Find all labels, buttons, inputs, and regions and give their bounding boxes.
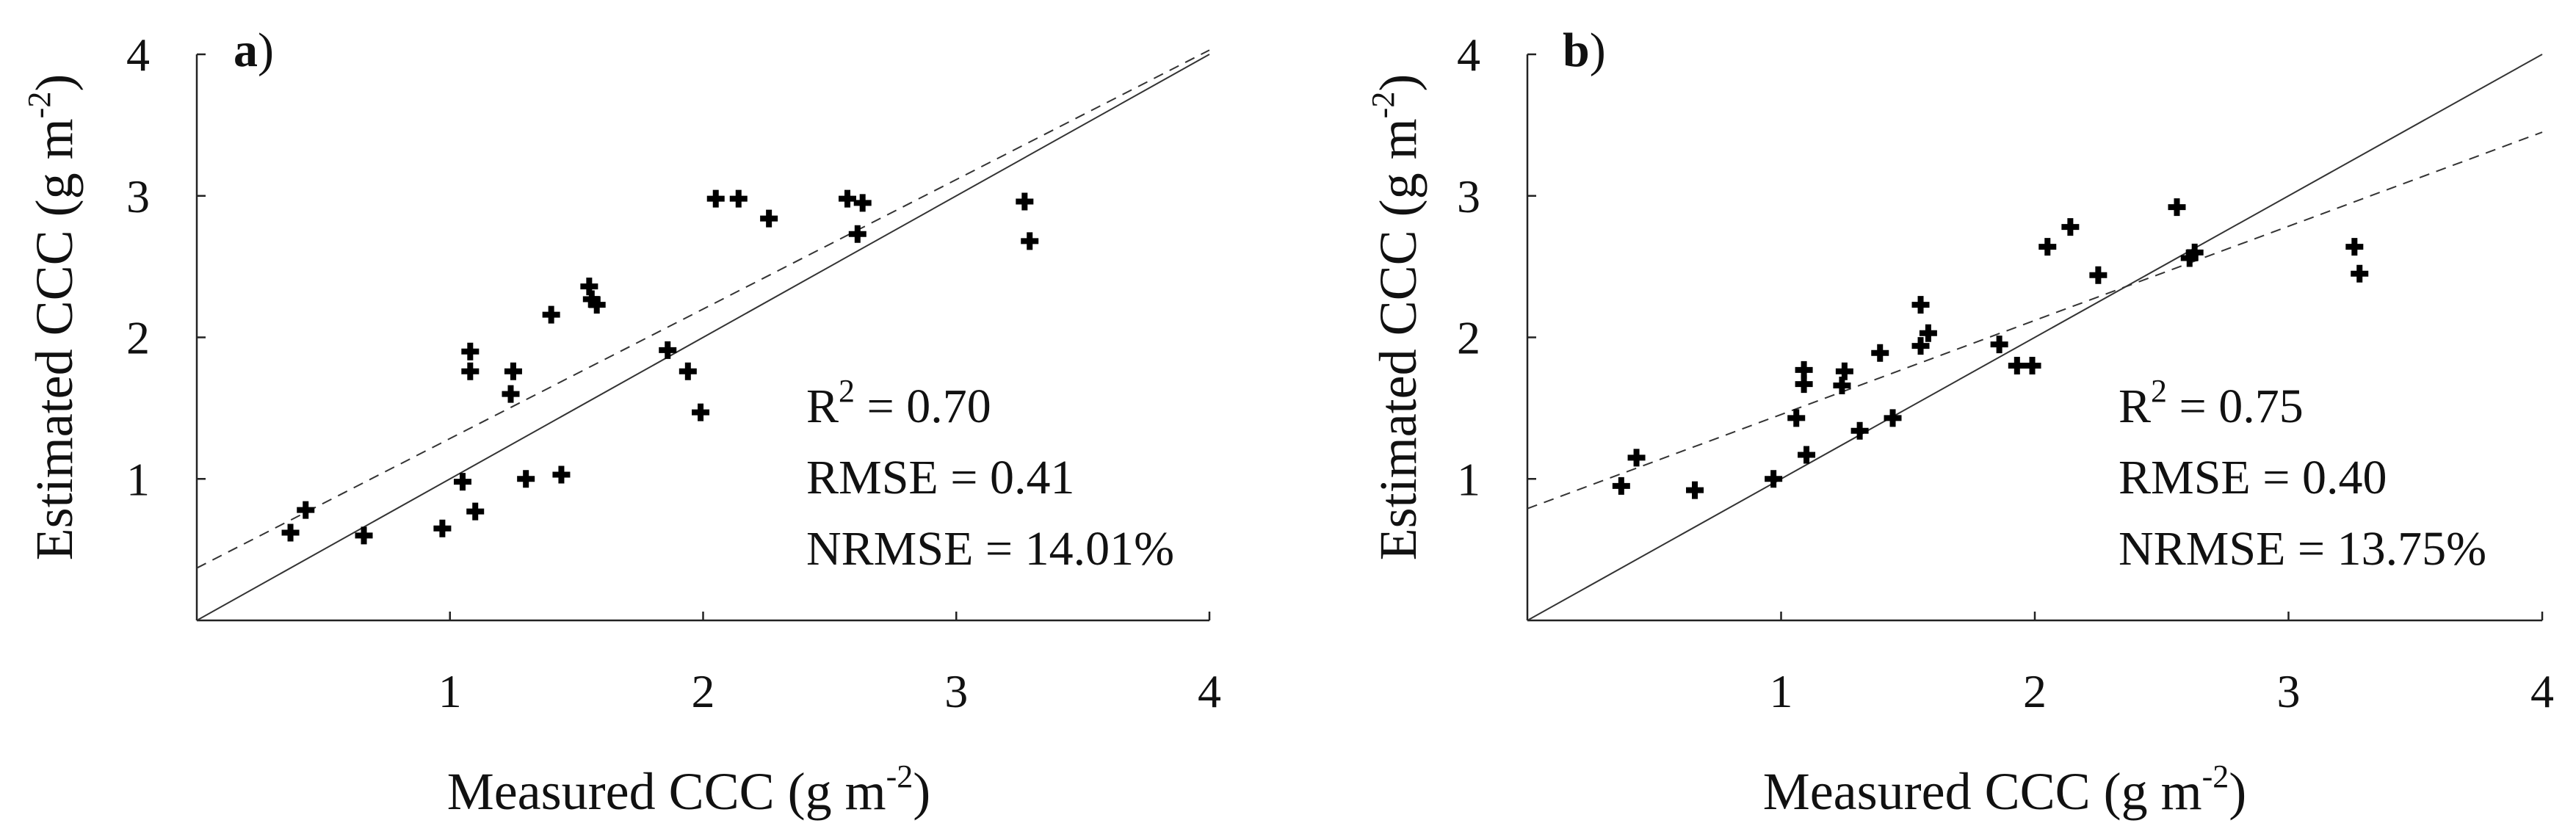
panel-a: 1 2 3 4 1 2 3 4 a) R2 = 0.70 RMSE = 0.41 NRMSE … — [21, 23, 1221, 821]
data-point-a — [433, 519, 452, 537]
data-point-a — [1021, 232, 1039, 250]
rmse-text-a: RMSE = 0.41 — [806, 451, 1074, 504]
x-tick-label-a: 1 — [438, 665, 462, 717]
x-tick-label-a: 4 — [1198, 665, 1221, 717]
nrmse-text-b: NRMSE = 13.75% — [2119, 522, 2486, 576]
data-point-b — [2351, 264, 2369, 283]
data-point-b — [1612, 477, 1630, 495]
data-point-b — [2168, 198, 2186, 217]
x-axis-title-b: Measured CCC (g m-2) — [1763, 758, 2247, 821]
data-point-b — [1919, 324, 1937, 342]
y-tick-label-a: 2 — [126, 312, 150, 364]
y-axis-title-a: Estimated CCC (g m-2) — [21, 74, 84, 561]
data-point-b — [2185, 243, 2204, 261]
data-point-a — [281, 523, 300, 542]
data-point-b — [1871, 344, 1889, 362]
data-point-b — [2038, 238, 2057, 256]
y-tick-label-b: 4 — [1457, 29, 1480, 81]
x-axis-title-a: Measured CCC (g m-2) — [447, 758, 931, 821]
data-point-b — [1911, 337, 1930, 355]
panel-a-label: a) — [234, 23, 274, 77]
data-point-b — [2345, 238, 2364, 256]
y-tick-label-a: 3 — [126, 170, 150, 222]
x-tick-label-b: 1 — [1770, 665, 1793, 717]
data-point-a — [848, 225, 866, 243]
r2-text-a: R2 = 0.70 — [806, 373, 991, 433]
data-point-a — [502, 385, 520, 403]
data-point-a — [542, 305, 560, 324]
data-point-b — [1911, 296, 1930, 314]
data-point-b — [1990, 336, 2008, 354]
data-point-a — [504, 362, 522, 380]
data-point-a — [706, 189, 725, 208]
data-point-a — [760, 209, 778, 228]
data-point-b — [1686, 481, 1704, 499]
data-point-a — [355, 526, 373, 545]
panel-b-label: b) — [1563, 23, 1606, 77]
data-point-a — [679, 362, 697, 380]
plot-area-b: 1 2 3 4 1 2 3 4 — [1457, 29, 2554, 717]
y-tick-label-b: 3 — [1457, 170, 1480, 222]
data-point-b — [1884, 409, 1902, 427]
plot-area-a: 1 2 3 4 1 2 3 4 — [126, 29, 1221, 717]
data-point-a — [1016, 192, 1034, 211]
x-tick-label-b: 3 — [2277, 665, 2301, 717]
x-tick-label-b: 2 — [2023, 665, 2047, 717]
data-point-a — [659, 341, 677, 359]
one-to-one-line-a — [196, 54, 1210, 621]
r2-text-b: R2 = 0.75 — [2119, 373, 2304, 433]
data-point-a — [453, 473, 471, 491]
data-point-a — [297, 501, 315, 519]
data-point-a — [839, 189, 857, 208]
data-point-a — [587, 296, 606, 314]
data-point-b — [2089, 266, 2108, 284]
rmse-text-b: RMSE = 0.40 — [2119, 451, 2387, 504]
panel-b: 1 2 3 4 1 2 3 4 b) R2 = 0.75 RMSE = 0.40 NRMSE … — [1365, 23, 2554, 821]
data-point-b — [1765, 470, 1783, 488]
data-point-a — [461, 362, 480, 380]
data-point-b — [1787, 409, 1806, 427]
data-point-a — [853, 194, 872, 212]
data-point-a — [517, 470, 535, 488]
data-point-b — [2023, 357, 2041, 375]
x-tick-label-b: 4 — [2530, 665, 2554, 717]
y-axis-title-b: Estimated CCC (g m-2) — [1365, 74, 1428, 561]
data-point-b — [1850, 421, 1869, 440]
data-point-b — [1795, 360, 1813, 379]
regression-line-b — [1527, 131, 2543, 510]
data-point-b — [2008, 357, 2026, 375]
data-point-b — [1798, 446, 1816, 464]
data-point-b — [1627, 449, 1646, 467]
y-tick-label-a: 1 — [126, 453, 150, 505]
data-point-a — [552, 465, 571, 484]
data-point-a — [692, 403, 710, 421]
one-to-one-line-b — [1527, 54, 2543, 621]
y-tick-label-b: 1 — [1457, 453, 1480, 505]
data-point-a — [729, 189, 748, 208]
nrmse-text-a: NRMSE = 14.01% — [806, 522, 1174, 576]
data-point-b — [2061, 218, 2080, 236]
x-tick-label-a: 3 — [944, 665, 968, 717]
y-tick-label-b: 2 — [1457, 312, 1480, 364]
regression-line-a — [196, 49, 1210, 569]
data-point-b — [1835, 362, 1853, 380]
x-tick-label-a: 2 — [692, 665, 715, 717]
data-point-a — [461, 342, 480, 360]
data-point-a — [466, 502, 485, 521]
y-tick-label-a: 4 — [126, 29, 150, 81]
